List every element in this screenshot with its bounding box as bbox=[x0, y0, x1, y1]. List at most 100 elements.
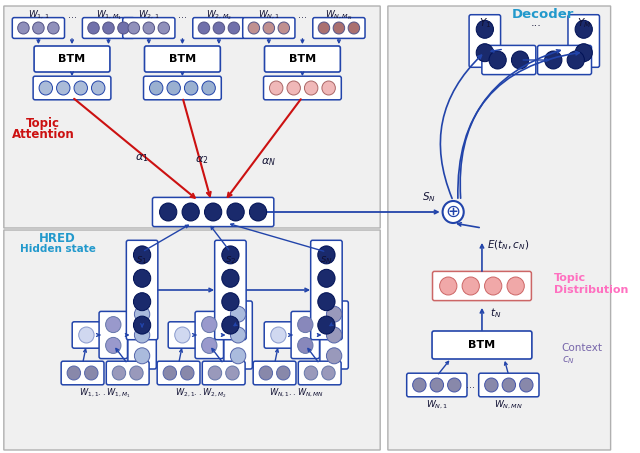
FancyBboxPatch shape bbox=[538, 45, 591, 75]
Circle shape bbox=[318, 22, 330, 34]
FancyBboxPatch shape bbox=[469, 14, 500, 67]
Text: $W_{N,MN}$: $W_{N,MN}$ bbox=[495, 399, 524, 411]
Circle shape bbox=[79, 327, 94, 343]
Circle shape bbox=[112, 366, 125, 380]
FancyBboxPatch shape bbox=[202, 361, 245, 385]
Circle shape bbox=[476, 20, 493, 39]
Circle shape bbox=[227, 203, 244, 221]
Circle shape bbox=[476, 43, 493, 62]
Text: HRED: HRED bbox=[39, 231, 76, 245]
Circle shape bbox=[304, 366, 317, 380]
Circle shape bbox=[230, 327, 246, 343]
Text: Topic: Topic bbox=[554, 273, 586, 283]
Text: ...: ... bbox=[531, 18, 541, 28]
Circle shape bbox=[326, 306, 342, 322]
Circle shape bbox=[248, 22, 260, 34]
Circle shape bbox=[222, 316, 239, 334]
Circle shape bbox=[322, 81, 335, 95]
Text: BTM: BTM bbox=[169, 54, 196, 64]
Text: $\alpha_2$: $\alpha_2$ bbox=[195, 154, 209, 166]
Circle shape bbox=[134, 293, 151, 311]
FancyBboxPatch shape bbox=[34, 46, 110, 72]
Circle shape bbox=[511, 51, 529, 69]
Text: ...: ... bbox=[298, 10, 307, 20]
Text: ...: ... bbox=[178, 10, 187, 20]
Circle shape bbox=[208, 366, 221, 380]
Circle shape bbox=[298, 317, 313, 333]
FancyBboxPatch shape bbox=[168, 322, 196, 348]
Circle shape bbox=[462, 277, 479, 295]
Circle shape bbox=[84, 366, 98, 380]
FancyBboxPatch shape bbox=[195, 311, 223, 359]
Circle shape bbox=[489, 51, 506, 69]
FancyBboxPatch shape bbox=[253, 361, 296, 385]
Text: $W_{N,1}$: $W_{N,1}$ bbox=[258, 9, 280, 21]
FancyBboxPatch shape bbox=[83, 18, 134, 39]
Text: $s_2$: $s_2$ bbox=[225, 254, 236, 266]
Text: $W_{1,M_1}$: $W_{1,M_1}$ bbox=[95, 8, 122, 22]
FancyBboxPatch shape bbox=[33, 76, 111, 100]
Circle shape bbox=[269, 81, 283, 95]
Circle shape bbox=[56, 81, 70, 95]
Text: $E(t_N,c_N)$: $E(t_N,c_N)$ bbox=[487, 238, 529, 252]
Circle shape bbox=[222, 293, 239, 311]
Circle shape bbox=[182, 203, 199, 221]
Circle shape bbox=[143, 22, 155, 34]
Circle shape bbox=[276, 366, 290, 380]
FancyBboxPatch shape bbox=[432, 331, 532, 359]
Circle shape bbox=[318, 293, 335, 311]
Text: BTM: BTM bbox=[58, 54, 86, 64]
FancyBboxPatch shape bbox=[243, 18, 295, 39]
Circle shape bbox=[39, 81, 52, 95]
Circle shape bbox=[230, 306, 246, 322]
Circle shape bbox=[263, 22, 275, 34]
Text: BTM: BTM bbox=[468, 340, 495, 350]
Circle shape bbox=[180, 366, 194, 380]
FancyBboxPatch shape bbox=[126, 240, 158, 340]
Circle shape bbox=[167, 81, 180, 95]
Circle shape bbox=[484, 277, 502, 295]
FancyBboxPatch shape bbox=[224, 301, 252, 369]
FancyBboxPatch shape bbox=[128, 301, 156, 369]
Text: ...: ... bbox=[466, 380, 475, 390]
Circle shape bbox=[134, 306, 150, 322]
Circle shape bbox=[443, 201, 464, 223]
Circle shape bbox=[92, 81, 105, 95]
Text: $W_{2,1}..W_{2,M_2}$: $W_{2,1}..W_{2,M_2}$ bbox=[175, 386, 227, 400]
Text: $\alpha_1$: $\alpha_1$ bbox=[135, 152, 149, 164]
Circle shape bbox=[134, 316, 151, 334]
Circle shape bbox=[150, 81, 163, 95]
Circle shape bbox=[326, 327, 342, 343]
FancyBboxPatch shape bbox=[4, 6, 380, 228]
FancyBboxPatch shape bbox=[310, 240, 342, 340]
FancyBboxPatch shape bbox=[264, 76, 341, 100]
Circle shape bbox=[318, 316, 335, 334]
Circle shape bbox=[163, 366, 177, 380]
Text: $W_{1,1}$: $W_{1,1}$ bbox=[28, 9, 49, 21]
Circle shape bbox=[184, 81, 198, 95]
FancyBboxPatch shape bbox=[193, 18, 245, 39]
Circle shape bbox=[198, 22, 210, 34]
FancyBboxPatch shape bbox=[4, 230, 380, 450]
Circle shape bbox=[222, 246, 239, 264]
FancyBboxPatch shape bbox=[143, 76, 221, 100]
FancyBboxPatch shape bbox=[61, 361, 104, 385]
Circle shape bbox=[47, 22, 59, 34]
Circle shape bbox=[326, 348, 342, 364]
FancyBboxPatch shape bbox=[152, 198, 274, 226]
Circle shape bbox=[106, 337, 121, 353]
FancyBboxPatch shape bbox=[12, 18, 65, 39]
FancyBboxPatch shape bbox=[320, 301, 348, 369]
FancyBboxPatch shape bbox=[264, 322, 292, 348]
Text: $\oplus$: $\oplus$ bbox=[445, 203, 461, 221]
FancyBboxPatch shape bbox=[106, 361, 149, 385]
Circle shape bbox=[205, 203, 222, 221]
Text: Distribution: Distribution bbox=[554, 285, 628, 295]
Circle shape bbox=[103, 22, 115, 34]
Circle shape bbox=[74, 81, 88, 95]
Circle shape bbox=[158, 22, 170, 34]
Circle shape bbox=[287, 81, 300, 95]
Text: $s_1$: $s_1$ bbox=[136, 254, 148, 266]
Circle shape bbox=[305, 81, 318, 95]
FancyBboxPatch shape bbox=[214, 240, 246, 340]
